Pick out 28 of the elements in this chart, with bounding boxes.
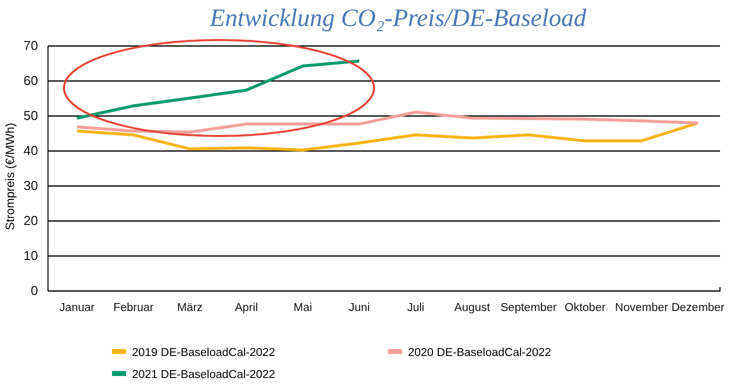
y-tick-label: 40 [24,143,38,158]
x-tick-label: Juni [348,302,370,314]
line-series [76,60,361,120]
x-tick-label: Dezember [671,302,725,314]
chart-title: Entwicklung CO₂-Preis/DE-Baseload [208,5,587,32]
x-tick-label: September [500,302,557,314]
legend-label: 2021 DE-BaseloadCal-2022 [132,369,276,381]
line-series [76,110,700,134]
y-axis-title: Strompreis (€/MWh) [3,122,17,230]
y-tick-label: 70 [24,38,38,54]
legend-label: 2019 DE-BaseloadCal-2022 [132,347,276,359]
y-tick-label: 60 [24,73,38,88]
x-tick-label: Januar [59,302,95,314]
y-tick-label: 10 [24,248,38,264]
x-tick-label: März [177,302,203,314]
legend-label: 2020 DE-BaseloadCal-2022 [408,347,552,359]
x-tick-label: Mai [294,302,312,314]
x-tick-label: Oktober [564,302,606,314]
x-tick-label: August [454,302,491,314]
y-tick-label: 30 [24,178,38,194]
x-tick-label: Februar [113,302,154,314]
x-tick-label: November [615,302,668,314]
x-tick-label: Juli [407,302,424,314]
y-tick-label: 0 [30,283,38,298]
line-series [76,122,700,152]
y-tick-label: 20 [24,213,38,228]
x-tick-label: April [234,302,258,314]
y-tick-label: 50 [24,108,38,124]
